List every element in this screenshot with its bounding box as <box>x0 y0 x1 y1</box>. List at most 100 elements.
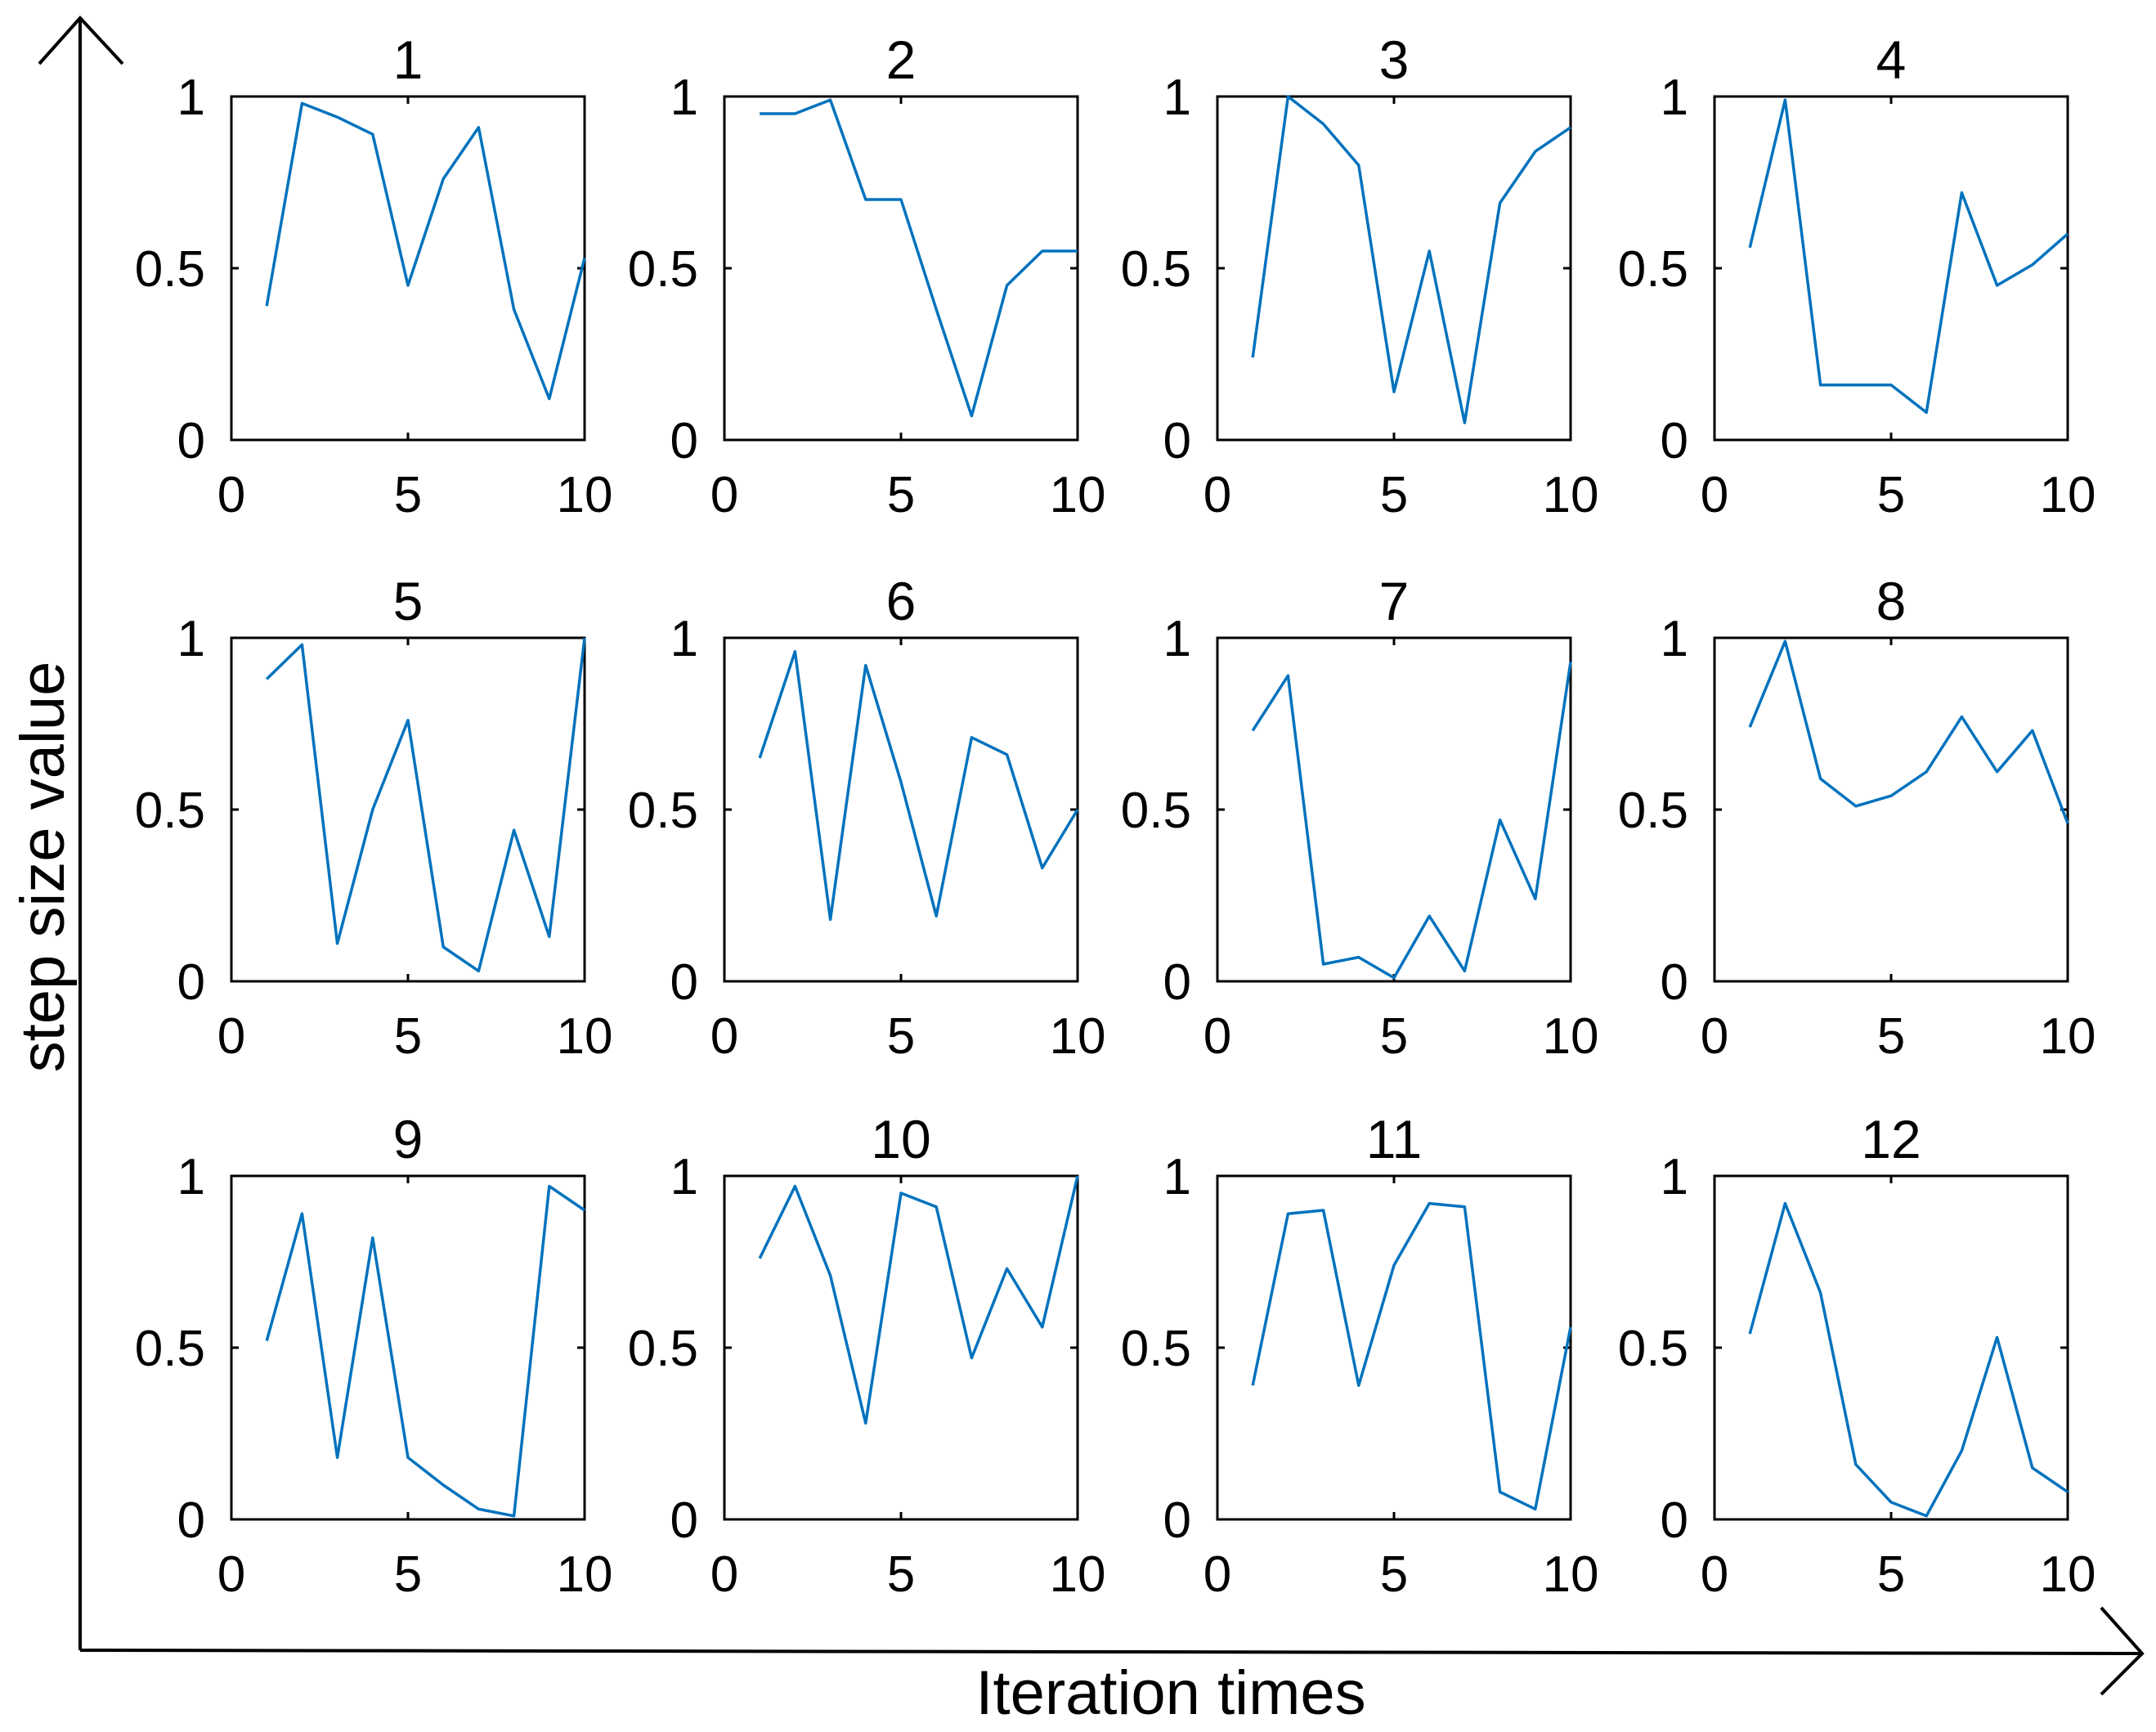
tick-marks <box>1216 1174 1572 1521</box>
x-tick-label: 5 <box>1380 1546 1408 1603</box>
plot-frame <box>1713 1174 2069 1521</box>
y-tick-label: 0 <box>1661 954 1688 1011</box>
x-tick-label: 10 <box>2040 1546 2096 1603</box>
subplot-title: 12 <box>1861 1109 1921 1169</box>
series-line <box>265 637 586 973</box>
y-tick-label: 0 <box>1163 954 1191 1011</box>
subplot-title: 11 <box>1366 1109 1423 1169</box>
x-tick-label: 0 <box>1204 467 1231 523</box>
series-line <box>1251 662 1572 980</box>
x-tick-label: 5 <box>1380 1008 1408 1065</box>
subplot-3: 3 0 5 10 0 0.5 1 <box>1121 29 1599 523</box>
y-tick-label: 1 <box>177 611 205 667</box>
subplot-2: 2 0 5 10 0 0.5 1 <box>628 29 1106 523</box>
x-tick-label: 0 <box>710 467 738 523</box>
x-tick-label: 10 <box>557 1008 613 1065</box>
x-tick-label: 10 <box>2040 1008 2096 1065</box>
y-tick-label: 0 <box>1661 413 1688 469</box>
x-tick-label: 0 <box>710 1546 738 1603</box>
y-tick-label: 0.5 <box>628 783 698 839</box>
subplot-title: 10 <box>871 1109 930 1169</box>
y-tick-label: 0 <box>670 1492 698 1549</box>
subplot-4: 4 0 5 10 0 0.5 1 <box>1618 29 2096 523</box>
y-tick-label: 0 <box>177 954 205 1011</box>
x-tick-label: 5 <box>1877 467 1905 523</box>
x-tick-label: 10 <box>1050 1546 1106 1603</box>
x-tick-label: 0 <box>1701 1008 1728 1065</box>
subplot-5: 5 0 5 10 0 0.5 1 <box>135 571 613 1065</box>
subplot-6: 6 0 5 10 0 0.5 1 <box>628 571 1106 1065</box>
y-tick-label: 0 <box>1163 1492 1191 1549</box>
x-tick-label: 10 <box>1543 1546 1599 1603</box>
series-line <box>1251 1201 1572 1511</box>
subplot-title: 2 <box>886 29 917 90</box>
subplot-title: 6 <box>886 571 917 631</box>
x-tick-label: 5 <box>887 467 915 523</box>
y-tick-label: 0 <box>1163 413 1191 469</box>
x-tick-label: 5 <box>1877 1546 1905 1603</box>
x-tick-label: 5 <box>1877 1008 1905 1065</box>
plot-frame <box>1216 1174 1572 1521</box>
x-tick-label: 0 <box>1204 1008 1231 1065</box>
plot-frame <box>230 636 586 983</box>
y-tick-label: 1 <box>670 70 698 126</box>
series-line <box>758 650 1079 922</box>
subplot-10: 10 0 5 10 0 0.5 1 <box>628 1109 1106 1603</box>
x-tick-label: 0 <box>1701 1546 1728 1603</box>
y-tick-label: 1 <box>670 611 698 667</box>
subplot-8: 8 0 5 10 0 0.5 1 <box>1618 571 2096 1065</box>
x-tick-label: 10 <box>1543 467 1599 523</box>
y-tick-label: 0.5 <box>1121 783 1191 839</box>
y-tick-label: 0 <box>670 413 698 469</box>
subplot-11: 11 0 5 10 0 0.5 1 <box>1121 1109 1599 1603</box>
tick-marks <box>723 95 1079 442</box>
subplot-9: 9 0 5 10 0 0.5 1 <box>135 1109 613 1603</box>
y-tick-label: 1 <box>1661 1149 1688 1205</box>
series-line <box>1748 1201 2069 1518</box>
x-tick-label: 0 <box>710 1008 738 1065</box>
y-tick-label: 1 <box>1163 611 1191 667</box>
y-tick-label: 0 <box>177 1492 205 1549</box>
plot-frame <box>1713 636 2069 983</box>
y-tick-label: 0.5 <box>135 783 205 839</box>
tick-marks <box>1713 636 2069 983</box>
x-tick-label: 10 <box>1050 467 1106 523</box>
x-tick-label: 10 <box>1050 1008 1106 1065</box>
x-tick-label: 10 <box>557 1546 613 1603</box>
y-tick-label: 0.5 <box>1618 783 1688 839</box>
subplot-title: 5 <box>393 571 424 631</box>
y-axis-arrow <box>38 16 124 1650</box>
tick-marks <box>230 1174 586 1521</box>
subplot-title: 1 <box>393 29 424 90</box>
x-tick-label: 5 <box>394 1008 422 1065</box>
subplot-title: 3 <box>1379 29 1410 90</box>
subplot-title: 9 <box>393 1109 424 1169</box>
x-tick-label: 5 <box>887 1546 915 1603</box>
y-tick-label: 1 <box>1661 611 1688 667</box>
y-tick-label: 0 <box>1661 1492 1688 1549</box>
y-tick-label: 0 <box>177 413 205 469</box>
x-tick-label: 5 <box>394 1546 422 1603</box>
subplot-title: 4 <box>1876 29 1907 90</box>
y-tick-label: 0.5 <box>1618 1321 1688 1377</box>
y-tick-label: 0.5 <box>135 1321 205 1377</box>
series-line <box>1748 98 2069 415</box>
tick-marks <box>230 636 586 983</box>
x-axis-title: Iteration times <box>975 1658 1365 1728</box>
y-tick-label: 0.5 <box>628 1321 698 1377</box>
x-tick-label: 0 <box>217 1546 245 1603</box>
plot-frame <box>230 95 586 442</box>
y-tick-label: 1 <box>1163 70 1191 126</box>
x-tick-label: 0 <box>217 1008 245 1065</box>
plot-frame <box>1216 636 1572 983</box>
series-line <box>1748 639 2069 824</box>
y-axis-title: step size value <box>8 662 78 1073</box>
series-line <box>1251 95 1571 424</box>
series-line <box>758 1175 1079 1425</box>
y-tick-label: 0.5 <box>135 241 205 298</box>
tick-marks <box>230 95 586 442</box>
subplot-title: 7 <box>1379 571 1410 631</box>
